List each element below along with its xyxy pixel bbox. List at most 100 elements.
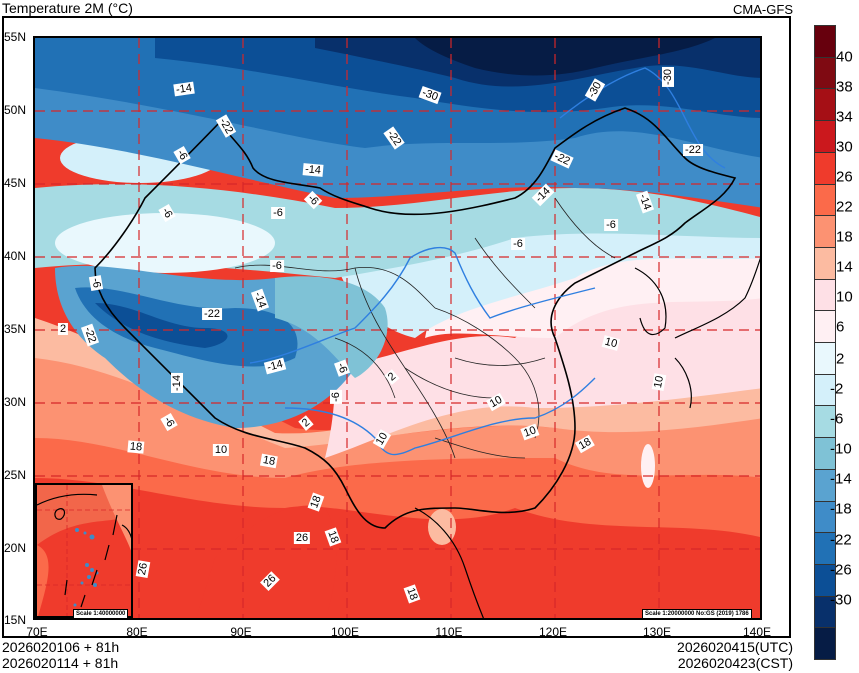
lat-label-30n: 30N (4, 395, 27, 409)
colorbar-label: 6 (836, 318, 845, 336)
colorbar-label: -10 (830, 440, 852, 458)
lon-label-70e: 70E (26, 625, 48, 639)
contour-label: -6 (330, 390, 342, 404)
colorbar-label: -18 (830, 500, 852, 518)
south-china-sea-inset (35, 483, 133, 618)
colorbar-label: 26 (836, 168, 853, 186)
lat-label-25n: 25N (4, 468, 27, 482)
contour-label: -22 (215, 114, 237, 138)
lon-label-90e: 90E (230, 625, 252, 639)
contour-label: -6 (160, 413, 178, 431)
lat-label-40n: 40N (4, 249, 27, 263)
contour-label: -14 (302, 163, 324, 177)
contour-label: -22 (80, 323, 100, 347)
colorbar-segment (815, 247, 835, 280)
colorbar-segment (815, 89, 835, 122)
contour-label: -22 (202, 308, 222, 320)
contour-label: -22 (383, 126, 405, 150)
colorbar (814, 25, 836, 660)
lon-label-140e: 140E (742, 625, 772, 639)
colorbar-label: 10 (836, 288, 853, 306)
colorbar-segment (815, 279, 835, 312)
lon-label-80e: 80E (126, 625, 148, 639)
contour-label: -6 (303, 190, 323, 210)
colorbar-segment (815, 57, 835, 90)
inset-scale: Scale 1:40000000 (73, 609, 129, 618)
model-name: CMA-GFS (733, 2, 793, 17)
temperature-field (35, 38, 760, 618)
contour-label: -14 (531, 183, 555, 207)
colorbar-segment (815, 533, 835, 565)
contour-label: -6 (511, 238, 525, 250)
lat-label-20n: 20N (4, 541, 27, 555)
lon-label-130e: 130E (642, 625, 672, 639)
contour-label: 18 (127, 440, 145, 454)
colorbar-label: -26 (830, 561, 852, 579)
init-time-utc: 2026020106 + 81h (2, 639, 120, 655)
lat-label-45n: 45N (4, 176, 27, 190)
lon-label-120e: 120E (538, 625, 568, 639)
colorbar-label: -30 (830, 591, 852, 609)
colorbar-segment (815, 374, 835, 407)
colorbar-label: 2 (836, 350, 845, 368)
contour-label: -6 (173, 146, 191, 164)
lon-label-110e: 110E (435, 625, 463, 639)
contour-label: -6 (604, 219, 618, 231)
lat-label-15n: 15N (4, 613, 27, 627)
contour-label: -22 (550, 149, 574, 169)
contour-label: 10 (212, 444, 230, 456)
contour-label: -30 (662, 67, 674, 87)
contour-label: -30 (584, 78, 606, 102)
colorbar-segment (815, 438, 835, 470)
colorbar-label: -22 (830, 531, 852, 549)
inset-map (37, 485, 131, 616)
colorbar-segment (815, 596, 835, 629)
contour-label: -6 (271, 207, 285, 219)
colorbar-label: 14 (836, 258, 853, 276)
contour-label: 18 (403, 584, 421, 604)
map-scale: Scale 1:20000000 No:GS (2019) 1786 (642, 609, 752, 618)
init-time-cst: 2026020114 + 81h (2, 655, 119, 671)
colorbar-segment (815, 216, 835, 248)
lat-label-55n: 55N (4, 30, 27, 44)
colorbar-label: 22 (836, 198, 853, 216)
chart-title: Temperature 2M (°C) (2, 0, 133, 16)
contour-label: 26 (293, 532, 311, 544)
contour-label: -14 (635, 190, 655, 214)
contour-label: 10 (601, 335, 621, 351)
contour-labels: -14 -22 -6 -6 -30 -22 -14 -6 -6 -30 -30 … (35, 38, 760, 618)
colorbar-label: 30 (836, 138, 853, 156)
colorbar-segment (815, 26, 835, 58)
contour-label: 26 (135, 559, 151, 579)
colorbar-label: 40 (836, 48, 853, 66)
lat-label-50n: 50N (4, 103, 27, 117)
colorbar-segment (815, 469, 835, 502)
valid-time-utc: 2026020415(UTC) (677, 639, 793, 655)
colorbar-segment (815, 152, 835, 185)
outer-frame (2, 16, 791, 638)
colorbar-label: -2 (830, 380, 844, 398)
colorbar-segment (815, 184, 835, 217)
contour-label: 10 (520, 423, 540, 441)
colorbar-label: 18 (836, 228, 853, 246)
lon-label-100e: 100E (330, 625, 360, 639)
colorbar-segment (815, 406, 835, 439)
contour-label: 2 (298, 415, 314, 431)
contour-label: 10 (651, 372, 667, 392)
contour-label: 18 (259, 453, 279, 469)
contour-label: 10 (372, 428, 392, 450)
contour-label: -14 (250, 288, 270, 312)
colorbar-label: 34 (836, 108, 853, 126)
contour-label: -6 (334, 359, 350, 377)
contour-label: 18 (307, 492, 325, 512)
contour-label: -14 (263, 357, 287, 375)
lat-label-35n: 35N (4, 322, 27, 336)
colorbar-label: -14 (830, 470, 852, 488)
contour-label: 2 (384, 369, 400, 385)
contour-label: -14 (171, 373, 183, 393)
colorbar-segment (815, 628, 835, 660)
colorbar-segment (815, 501, 835, 534)
contour-label: -6 (88, 275, 104, 291)
contour-label: 2 (57, 323, 69, 335)
contour-label: 10 (485, 392, 507, 412)
